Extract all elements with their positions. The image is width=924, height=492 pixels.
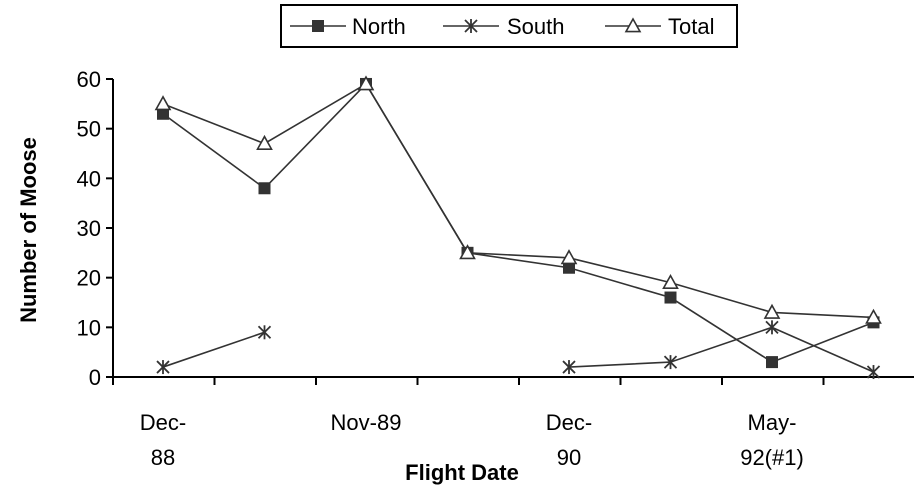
x-tick-label-line: Dec- [546, 410, 592, 435]
y-tick-label: 50 [77, 117, 101, 142]
legend-label-north: North [352, 14, 406, 39]
legend-item-north: North [290, 14, 406, 39]
x-tick-label-line: 88 [151, 445, 175, 470]
point-total [865, 308, 882, 324]
x-axis-title: Flight Date [405, 460, 519, 485]
point-total [357, 75, 375, 91]
x-tick-label-line: 90 [557, 445, 581, 470]
legend-label-total: Total [668, 14, 714, 39]
series-north [157, 77, 880, 369]
series-line-south [162, 331, 265, 368]
y-tick-label: 40 [77, 166, 101, 191]
point-north [258, 182, 271, 195]
legend-marker-north [312, 20, 324, 32]
point-south [257, 325, 272, 340]
series-line-total [162, 82, 874, 319]
point-north [766, 356, 778, 369]
x-tick-label-line: Nov-89 [331, 410, 402, 435]
x-tick-label: Dec- 88 [140, 410, 186, 470]
y-tick-label: 20 [77, 266, 101, 291]
axes: 0 10 20 30 40 50 60 Dec- 88 Nov-89 Dec- 90 May- 92(#1… [77, 67, 914, 470]
point-south [765, 320, 779, 335]
series-south [156, 320, 881, 380]
point-total [459, 244, 476, 260]
series-total [154, 75, 882, 324]
point-total [154, 95, 172, 111]
y-tick-label: 0 [89, 365, 101, 390]
point-south [663, 355, 678, 370]
legend-item-total: Total [605, 14, 714, 39]
x-tick-label-line: 92(#1) [740, 445, 804, 470]
series-layer [154, 75, 882, 380]
legend-marker-total [624, 17, 642, 33]
legend-marker-south [464, 19, 478, 33]
x-tick-label: Nov-89 [331, 410, 402, 435]
point-total [662, 273, 679, 290]
series-line-north [162, 82, 874, 363]
x-tick-label: May- 92(#1) [740, 410, 804, 470]
point-south [156, 360, 170, 375]
x-tick-label-line: May- [748, 410, 797, 435]
point-total [763, 303, 781, 319]
legend: North South Total [280, 4, 738, 48]
y-tick-label: 30 [77, 216, 101, 241]
point-south [866, 365, 881, 380]
series-line-south [568, 326, 874, 373]
point-north [664, 291, 677, 304]
x-tick-label-line: Dec- [140, 410, 186, 435]
y-tick-label: 10 [77, 315, 101, 340]
x-tick-label: Dec- 90 [546, 410, 592, 470]
point-total [256, 134, 273, 150]
y-tick-label: 60 [77, 67, 101, 92]
legend-item-south: South [443, 14, 565, 39]
point-south [562, 360, 576, 375]
y-axis-title: Number of Moose [16, 137, 41, 323]
legend-label-south: South [507, 14, 565, 39]
point-total [560, 249, 578, 265]
